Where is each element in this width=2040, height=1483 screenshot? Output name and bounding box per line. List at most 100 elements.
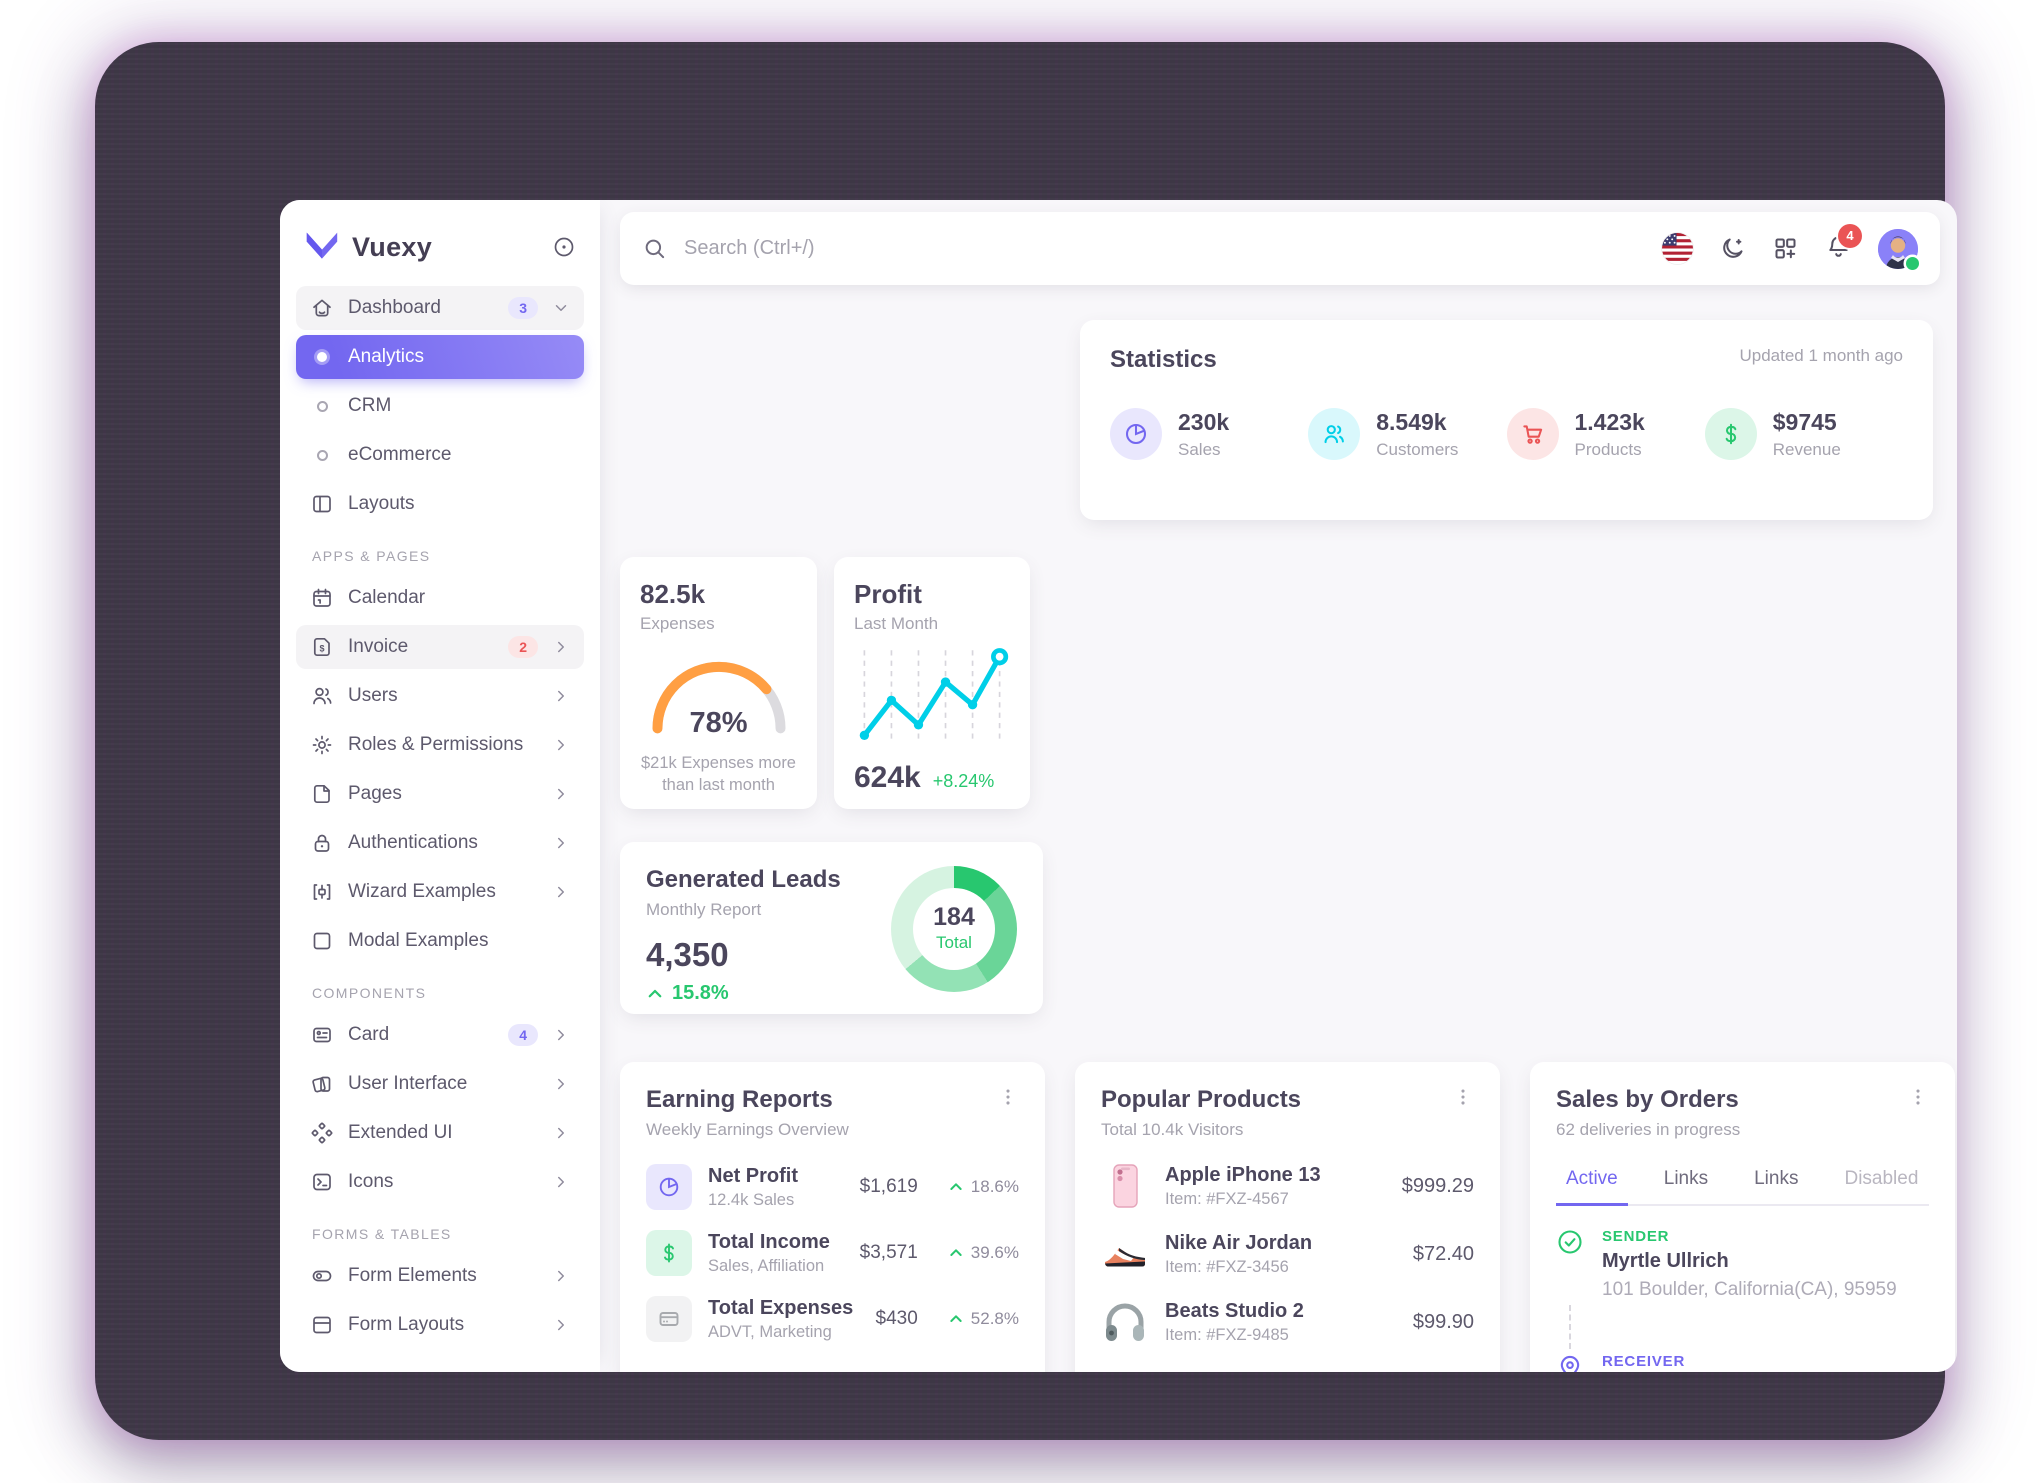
sender-address: 101 Boulder, California(CA), 95959 [1602,1279,1897,1300]
stat-sales: 230k Sales [1110,408,1308,460]
leads-subtitle: Monthly Report [646,900,762,919]
tab-disabled: Disabled [1844,1168,1919,1189]
square-icon [313,932,331,950]
chevron-right-icon [558,886,564,898]
pie-chart-icon [1110,408,1162,460]
search [642,236,1662,262]
product-row-beats[interactable]: Beats Studio 2 Item: #FXZ-9485 $99.90 [1101,1298,1474,1346]
menu-pin-icon[interactable] [552,235,576,259]
sidebar-item-label: Modal Examples [348,930,489,951]
orders-tabs: Active Links Links Disabled [1556,1156,1929,1206]
sidebar-item-dashboard[interactable]: Dashboard 3 [296,286,584,330]
sneaker-product-image [1101,1230,1149,1278]
gear-icon [312,735,332,755]
profit-value: 624k [854,761,921,794]
sidebar-item-ecommerce[interactable]: eCommerce [296,433,584,477]
earning-subtitle: Weekly Earnings Overview [646,1120,849,1139]
row-change: 39.6% [948,1243,1019,1263]
sidebar-item-extended-ui[interactable]: Extended UI [296,1111,584,1155]
chevron-up-icon [950,1183,962,1190]
user-menu[interactable] [1878,228,1919,270]
sidebar-item-invoice[interactable]: $ Invoice 2 [296,625,584,669]
users-icon [1308,408,1361,460]
profit-change: +8.24% [932,771,995,791]
sidebar-item-icons[interactable]: Icons [296,1160,584,1204]
product-row-nike[interactable]: Nike Air Jordan Item: #FXZ-3456 $72.40 [1101,1230,1474,1278]
search-input[interactable] [682,236,1662,261]
product-price: $999.29 [1401,1174,1474,1197]
donut-center-value: 184 [933,903,975,931]
chevron-right-icon [558,690,564,702]
more-options-icon[interactable] [1907,1086,1929,1108]
receiver-label: RECEIVER [1602,1353,1686,1370]
sidebar-item-analytics[interactable]: Analytics [296,335,584,379]
row-change: 52.8% [948,1309,1019,1329]
sidebar-item-calendar[interactable]: Calendar [296,576,584,620]
sidebar-item-label: Layouts [348,493,415,514]
earning-row-net-profit: Net Profit 12.4k Sales $1,619 18.6% [646,1164,1019,1210]
tab-links-1[interactable]: Links [1663,1168,1709,1189]
receiver-entry: RECEIVER Barry Schowalter 939 Orange, Ca… [1556,1353,1929,1372]
sidebar-item-user-interface[interactable]: User Interface [296,1062,584,1106]
expenses-value: 82.5k [640,579,706,609]
more-options-icon[interactable] [997,1086,1019,1108]
chevron-up-icon [950,1315,962,1322]
toggle-icon [312,1270,332,1282]
calendar-icon [313,588,331,607]
profit-card: Profit Last Month 624k +8.24% [834,557,1030,809]
sidebar-item-crm[interactable]: CRM [296,384,584,428]
notification-count-badge: 4 [1838,223,1862,248]
device-frame: Vuexy Dashboard 3 Analytics [95,42,1957,1440]
dollar-icon [646,1230,692,1276]
product-price: $99.90 [1412,1310,1474,1333]
language-flag-icon[interactable] [1662,233,1693,264]
sidebar-item-label: Roles & Permissions [348,734,524,755]
row-title: Total Income [708,1230,830,1253]
sidebar-item-users[interactable]: Users [296,674,584,718]
sidebar-item-label: Dashboard [348,297,441,318]
vuexy-logo-icon [306,232,338,259]
chevron-up-icon [648,989,662,997]
search-icon [645,239,665,258]
sidebar-item-label: Users [348,685,398,706]
sidebar-item-label: User Interface [348,1073,468,1094]
brand-name: Vuexy [352,231,433,262]
stat-value: 230k [1178,408,1230,435]
sidebar-item-pages[interactable]: Pages [296,772,584,816]
sidebar-item-label: Analytics [348,346,425,367]
product-row-iphone[interactable]: Apple iPhone 13 Item: #FXZ-4567 $999.29 [1101,1162,1474,1210]
more-options-icon[interactable] [1452,1086,1474,1108]
leads-value: 4,350 [646,936,729,973]
dollar-icon [1704,408,1757,460]
tab-links-2[interactable]: Links [1754,1168,1799,1189]
circle-icon [310,443,334,467]
earning-rows: Net Profit 12.4k Sales $1,619 18.6% Tota… [646,1164,1019,1342]
shortcuts-grid-icon[interactable] [1772,235,1799,262]
tab-active[interactable]: Active [1556,1156,1628,1206]
products-title: Popular Products [1101,1086,1302,1113]
stat-customers: 8.549k Customers [1308,408,1506,460]
leads-change: 15.8% [646,982,841,1005]
sidebar-item-roles-permissions[interactable]: Roles & Permissions [296,723,584,767]
sidebar-item-modal-examples[interactable]: Modal Examples [296,919,584,963]
chevron-right-icon [558,837,564,849]
stat-label: Revenue [1772,439,1841,459]
main-content: 4 [600,200,1957,1372]
card-badge: 4 [508,1023,538,1047]
sidebar-item-form-layouts[interactable]: Form Layouts [296,1303,584,1347]
sidebar-item-label: Extended UI [348,1122,453,1143]
product-name: Nike Air Jordan [1165,1231,1313,1254]
dark-mode-moon-icon[interactable] [1719,235,1746,262]
stat-value: 1.423k [1574,408,1645,435]
sidebar-item-form-elements[interactable]: Form Elements [296,1254,584,1298]
notifications[interactable]: 4 [1825,223,1862,265]
sidebar-nav: Dashboard 3 Analytics CRM eCommerce [296,286,584,1347]
nav-section-forms-tables: FORMS & TABLES [312,1226,452,1242]
sidebar-item-layouts[interactable]: Layouts [296,482,584,526]
sender-entry: SENDER Myrtle Ullrich 101 Boulder, Calif… [1556,1228,1929,1301]
sidebar-item-authentications[interactable]: Authentications [296,821,584,865]
sidebar-item-card[interactable]: Card 4 [296,1013,584,1057]
terminal-icon [313,1173,331,1191]
sidebar-item-wizard-examples[interactable]: Wizard Examples [296,870,584,914]
sender-name: Myrtle Ullrich [1602,1250,1729,1272]
